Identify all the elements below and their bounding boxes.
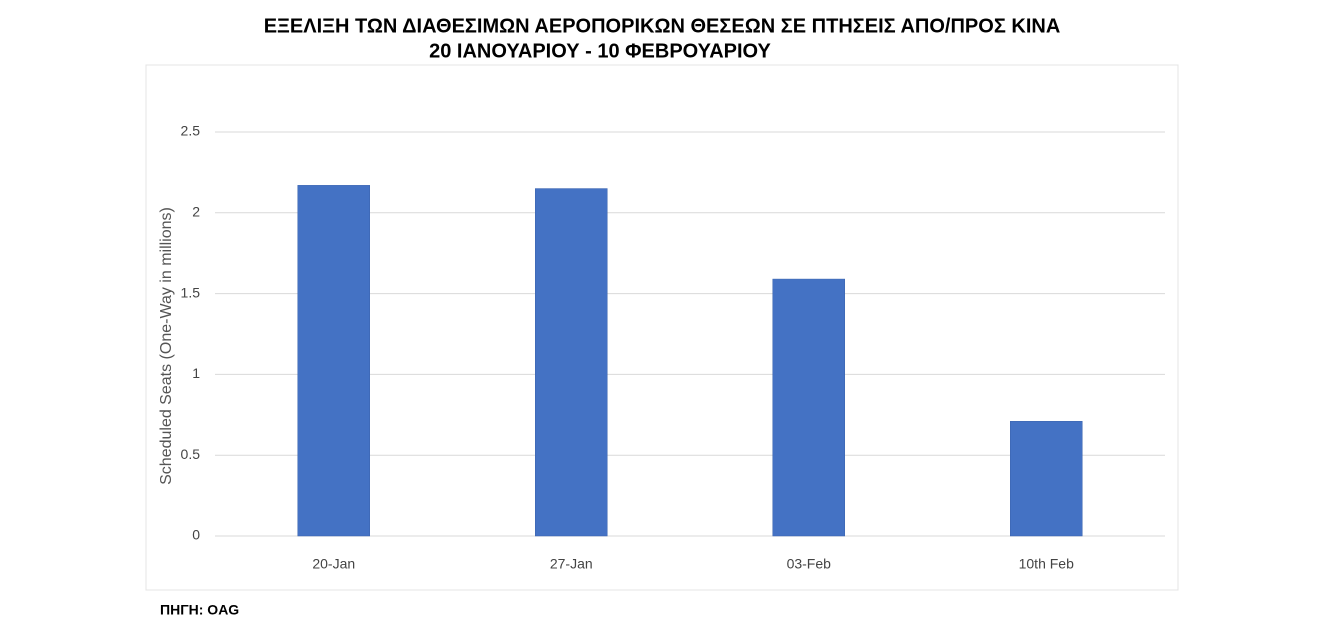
y-axis-label: Scheduled Seats (One-Way in millions) <box>158 207 175 485</box>
y-tick-label: 1.5 <box>181 284 201 300</box>
x-tick-label: 27-Jan <box>550 556 593 572</box>
bar <box>535 188 608 537</box>
source: ΠΗΓΗ: OAG <box>160 602 239 618</box>
y-tick-label: 0.5 <box>181 446 201 462</box>
y-tick-label: 0 <box>192 527 200 543</box>
chart-title: ΕΞΕΛΙΞΗ ΤΩΝ ΔΙΑΘΕΣΙΜΩΝ ΑΕΡΟΠΟΡΙΚΩΝ ΘΕΣΕΩ… <box>264 15 1061 37</box>
y-tick-label: 2 <box>192 204 200 220</box>
bar <box>297 185 370 537</box>
y-tick-label: 2.5 <box>181 123 201 139</box>
bar <box>1010 421 1083 537</box>
bar <box>772 278 845 537</box>
chart-subtitle: 20 ΙΑΝΟΥΑΡΙΟΥ - 10 ΦΕΒΡΟΥΑΡΙΟΥ <box>429 40 771 62</box>
x-tick-label: 20-Jan <box>312 556 355 572</box>
y-tick-label: 1 <box>192 365 200 381</box>
x-tick-label: 03-Feb <box>787 556 832 572</box>
x-tick-label: 10th Feb <box>1019 556 1074 572</box>
